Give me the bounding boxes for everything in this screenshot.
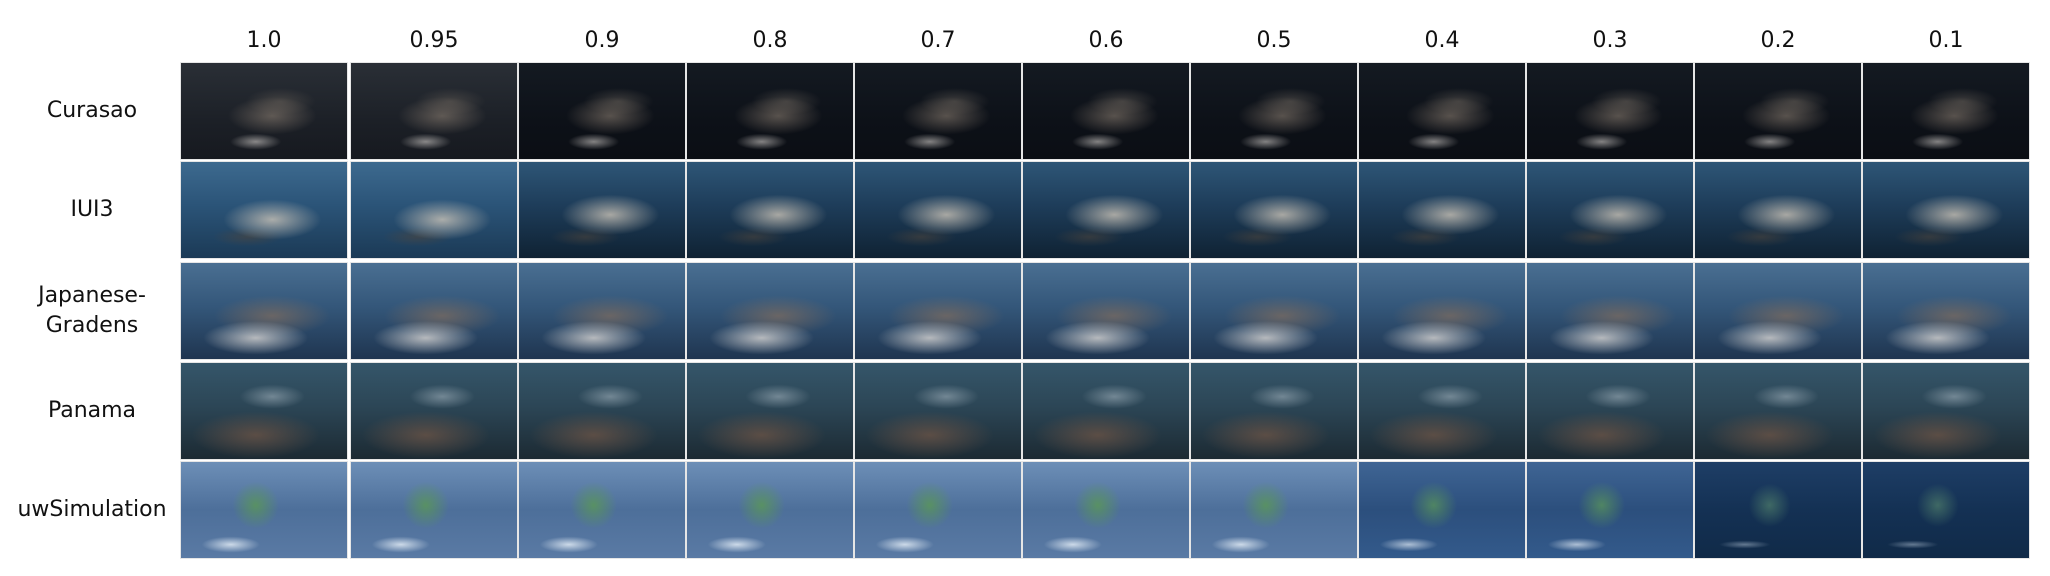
result-image-tile: [1190, 161, 1358, 259]
column-header: 0.6: [1088, 28, 1124, 53]
column-header: 0.4: [1424, 28, 1460, 53]
result-image-tile: [1694, 161, 1862, 259]
result-image-tile: [1862, 262, 2030, 360]
column-header: 0.9: [584, 28, 620, 53]
result-image-tile: [1358, 461, 1526, 559]
column-header: 0.3: [1592, 28, 1628, 53]
result-image-tile: [1526, 461, 1694, 559]
result-image-tile: [180, 161, 348, 259]
result-image-tile: [1022, 262, 1190, 360]
row-label: Panama: [47, 398, 137, 423]
result-image-tile: [350, 161, 518, 259]
result-image-tile: [180, 62, 348, 160]
result-image-tile: [350, 461, 518, 559]
result-image-tile: [1694, 362, 1862, 460]
result-image-tile: [1862, 161, 2030, 259]
result-image-tile: [854, 62, 1022, 160]
result-image-tile: [180, 362, 348, 460]
column-header: 0.95: [409, 28, 459, 53]
result-image-tile: [518, 262, 686, 360]
column-header: 1.0: [246, 28, 282, 53]
result-image-tile: [854, 461, 1022, 559]
result-image-tile: [1358, 262, 1526, 360]
result-image-tile: [518, 362, 686, 460]
result-image-tile: [518, 62, 686, 160]
result-image-tile: [1862, 461, 2030, 559]
result-image-tile: [1862, 62, 2030, 160]
result-image-tile: [518, 161, 686, 259]
result-image-tile: [854, 161, 1022, 259]
result-image-tile: [686, 161, 854, 259]
result-image-tile: [1694, 461, 1862, 559]
result-image-tile: [1190, 262, 1358, 360]
column-header: 0.1: [1928, 28, 1964, 53]
result-image-tile: [1526, 161, 1694, 259]
result-image-tile: [686, 62, 854, 160]
result-image-tile: [350, 62, 518, 160]
row-label: Japanese- Gradens: [38, 283, 146, 338]
result-image-tile: [180, 262, 348, 360]
column-header: 0.7: [920, 28, 956, 53]
row-label: Curasao: [46, 98, 138, 123]
result-image-tile: [854, 362, 1022, 460]
column-header: 0.8: [752, 28, 788, 53]
result-image-tile: [1190, 362, 1358, 460]
result-image-tile: [350, 362, 518, 460]
result-image-tile: [1862, 362, 2030, 460]
result-image-tile: [1358, 62, 1526, 160]
row-label: IUI3: [70, 197, 114, 222]
result-image-tile: [1694, 262, 1862, 360]
result-image-tile: [350, 262, 518, 360]
result-image-tile: [1526, 262, 1694, 360]
result-image-tile: [1526, 362, 1694, 460]
result-image-tile: [1022, 62, 1190, 160]
result-image-tile: [686, 461, 854, 559]
row-label: uwSimulation: [17, 497, 167, 522]
result-image-tile: [1190, 62, 1358, 160]
result-image-tile: [854, 262, 1022, 360]
result-image-tile: [180, 461, 348, 559]
result-image-tile: [1022, 362, 1190, 460]
result-image-tile: [1022, 161, 1190, 259]
column-header: 0.5: [1256, 28, 1292, 53]
result-image-tile: [1526, 62, 1694, 160]
result-image-tile: [1190, 461, 1358, 559]
result-image-tile: [1358, 362, 1526, 460]
column-header: 0.2: [1760, 28, 1796, 53]
result-image-tile: [1022, 461, 1190, 559]
result-image-tile: [518, 461, 686, 559]
result-image-tile: [686, 262, 854, 360]
result-image-tile: [1694, 62, 1862, 160]
result-image-tile: [686, 362, 854, 460]
result-image-tile: [1358, 161, 1526, 259]
